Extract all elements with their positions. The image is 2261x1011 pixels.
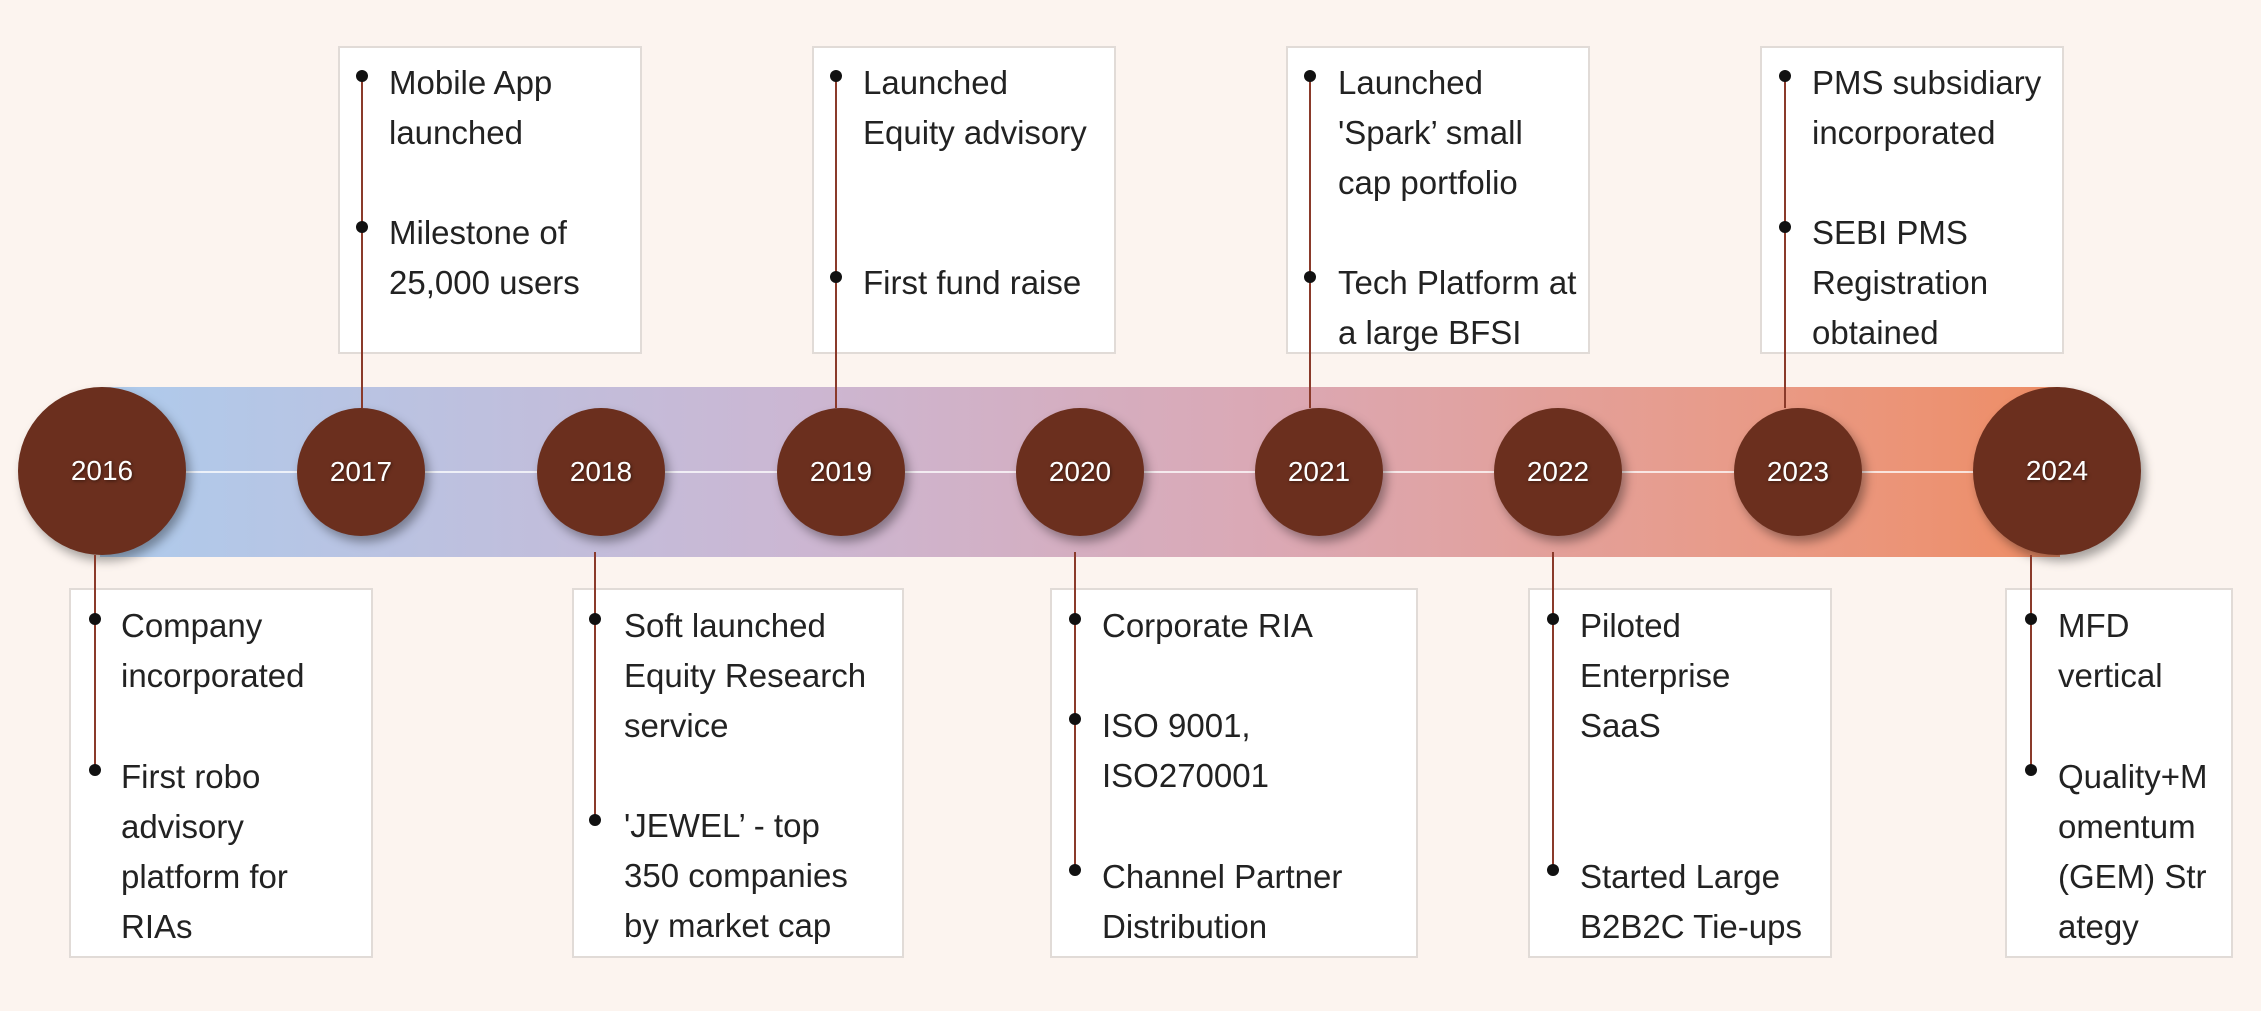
connector-line-2019 — [835, 76, 837, 408]
milestone-card-2017 — [338, 46, 642, 354]
milestone-event: Channel Partner Distribution — [1102, 858, 1343, 945]
milestone-event: Launched Equity advisory — [863, 64, 1087, 151]
milestone-event: Soft launched Equity Research service — [624, 607, 867, 744]
connector-line-2021 — [1309, 76, 1311, 408]
year-node-2017: 2017 — [297, 408, 425, 536]
bullet-dot — [1304, 70, 1316, 82]
year-node-2020: 2020 — [1016, 408, 1144, 536]
bullet-dot — [1547, 864, 1559, 876]
milestone-event: ISO 9001, ISO270001 — [1102, 707, 1269, 794]
milestone-card-2021 — [1286, 46, 1590, 354]
year-node-2022: 2022 — [1494, 408, 1622, 536]
bullet-dot — [356, 70, 368, 82]
milestone-card-2020 — [1050, 588, 1418, 958]
connector-line-2023 — [1784, 76, 1786, 408]
milestone-event: Mobile App launched — [389, 64, 553, 151]
milestone-card-2024 — [2005, 588, 2233, 958]
bullet-dot — [1304, 271, 1316, 283]
milestone-card-2016 — [69, 588, 373, 958]
year-node-2024: 2024 — [1973, 387, 2141, 555]
bullet-dot — [1779, 70, 1791, 82]
milestone-card-2022 — [1528, 588, 1832, 958]
milestone-card-2019 — [812, 46, 1116, 354]
connector-line-2024 — [2030, 555, 2032, 772]
bullet-dot — [1069, 613, 1081, 625]
year-label: 2024 — [2025, 455, 2089, 486]
milestone-event: Corporate RIA — [1102, 607, 1313, 644]
milestone-event: SEBI PMS Registration obtained — [1812, 214, 1989, 351]
year-label: 2017 — [329, 456, 393, 487]
year-label: 2020 — [1048, 456, 1112, 487]
milestone-event: First fund raise — [863, 264, 1082, 301]
year-label: 2019 — [809, 456, 873, 487]
connector-line-2017 — [361, 76, 363, 408]
milestone-event: Launched 'Spark’ small cap portfolio — [1338, 64, 1523, 201]
milestone-event: Company incorporated — [121, 607, 305, 694]
bullet-dot — [1069, 713, 1081, 725]
bullet-dot — [589, 613, 601, 625]
milestone-event: Started Large B2B2C Tie-ups — [1580, 858, 1802, 945]
milestone-card-2023 — [1760, 46, 2064, 354]
year-node-2023: 2023 — [1734, 408, 1862, 536]
milestone-event: 'JEWEL’ - top 350 companies by market ca… — [624, 807, 848, 944]
bullet-dot — [1779, 221, 1791, 233]
bullet-dot — [589, 814, 601, 826]
milestone-event: First robo advisory platform for RIAs — [121, 758, 288, 945]
milestone-card-2018 — [572, 588, 904, 958]
bullet-dot — [2025, 613, 2037, 625]
year-node-2018: 2018 — [537, 408, 665, 536]
year-label: 2021 — [1287, 456, 1351, 487]
milestone-event: Piloted Enterprise SaaS — [1580, 607, 1731, 744]
bullet-dot — [2025, 764, 2037, 776]
bullet-dot — [1547, 613, 1559, 625]
year-label: 2018 — [569, 456, 633, 487]
year-node-2021: 2021 — [1255, 408, 1383, 536]
connector-line-2016 — [94, 555, 96, 772]
milestone-event: MFD vertical — [2058, 607, 2163, 694]
bullet-dot — [89, 764, 101, 776]
year-label: 2023 — [1766, 456, 1830, 487]
connector-line-2020 — [1074, 552, 1076, 870]
bullet-dot — [1069, 864, 1081, 876]
year-label: 2016 — [70, 455, 134, 486]
year-label: 2022 — [1526, 456, 1590, 487]
connector-line-2022 — [1552, 552, 1554, 870]
year-node-2019: 2019 — [777, 408, 905, 536]
bullet-dot — [830, 271, 842, 283]
milestone-event: Quality+Momentum (GEM) Strategy — [2058, 758, 2208, 945]
bullet-dot — [356, 221, 368, 233]
year-node-2016: 2016 — [18, 387, 186, 555]
milestone-event: Tech Platform at a large BFSI — [1338, 264, 1577, 351]
bullet-dot — [89, 613, 101, 625]
milestone-event: Milestone of 25,000 users — [389, 214, 580, 301]
bullet-dot — [830, 70, 842, 82]
milestone-event: PMS subsidiary incorporated — [1812, 64, 2042, 151]
connector-line-2018 — [594, 552, 596, 820]
